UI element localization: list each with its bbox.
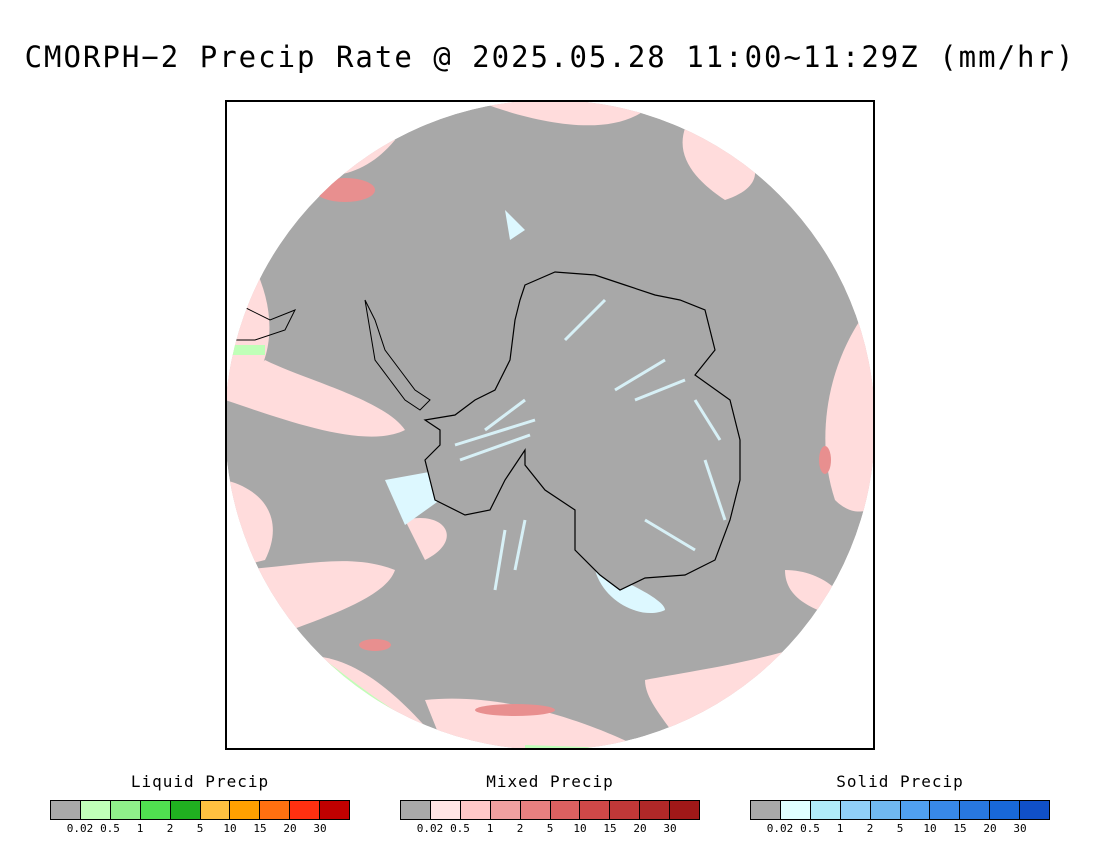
tick-label: 15 xyxy=(953,822,967,835)
tick-label: 0.5 xyxy=(450,822,470,835)
tick-label: 1 xyxy=(836,822,844,835)
color-swatch xyxy=(460,801,491,819)
color-swatch xyxy=(610,801,641,819)
color-swatch xyxy=(640,801,671,819)
tick-label: 0.02 xyxy=(766,822,794,835)
tick-label: 30 xyxy=(1013,822,1027,835)
tick-label: 10 xyxy=(923,822,937,835)
color-swatch xyxy=(751,801,781,819)
mixed-precip-heavier xyxy=(315,178,831,716)
color-bar xyxy=(50,800,350,820)
antarctica-snow-streaks xyxy=(454,298,727,591)
legend-solid: Solid Precip 0.02 0.5 1 2 5 10 15 20 30 xyxy=(750,772,1050,836)
tick-label: 5 xyxy=(546,822,554,835)
color-swatch xyxy=(670,801,700,819)
tick-label: 2 xyxy=(866,822,874,835)
color-swatch xyxy=(550,801,581,819)
tick-label: 10 xyxy=(573,822,587,835)
color-swatch xyxy=(401,801,431,819)
precip-field xyxy=(227,102,873,748)
tick-label: 2 xyxy=(166,822,174,835)
color-bar xyxy=(400,800,700,820)
legend-title: Liquid Precip xyxy=(130,772,270,791)
color-swatch xyxy=(110,801,141,819)
antarctica-continent xyxy=(423,271,741,591)
color-swatch xyxy=(520,801,551,819)
tick-label: 15 xyxy=(253,822,267,835)
color-swatch xyxy=(780,801,811,819)
polar-map xyxy=(227,102,873,748)
tick-label: 0.02 xyxy=(66,822,94,835)
tick-label: 2 xyxy=(516,822,524,835)
tick-label: 5 xyxy=(196,822,204,835)
color-swatch xyxy=(1020,801,1050,819)
tick-label: 5 xyxy=(896,822,904,835)
map-title: CMORPH−2 Precip Rate @ 2025.05.28 11:00~… xyxy=(24,40,1076,74)
color-swatch xyxy=(990,801,1021,819)
color-swatch xyxy=(200,801,231,819)
tick-label: 20 xyxy=(633,822,647,835)
tick-label: 30 xyxy=(663,822,677,835)
color-swatch xyxy=(960,801,991,819)
color-swatch xyxy=(930,801,961,819)
tick-label: 10 xyxy=(223,822,237,835)
legend-mixed: Mixed Precip 0.02 0.5 1 2 5 10 15 20 30 xyxy=(400,772,700,836)
tick-label: 20 xyxy=(983,822,997,835)
color-bar xyxy=(750,800,1050,820)
antarctic-peninsula-coastline xyxy=(364,299,431,411)
color-swatch xyxy=(140,801,171,819)
tick-label: 1 xyxy=(136,822,144,835)
color-swatch xyxy=(230,801,261,819)
color-swatch xyxy=(260,801,291,819)
tick-label: 0.5 xyxy=(800,822,820,835)
tick-labels: 0.02 0.5 1 2 5 10 15 20 30 xyxy=(400,822,700,836)
color-swatch xyxy=(840,801,871,819)
tick-label: 0.5 xyxy=(100,822,120,835)
tick-labels: 0.02 0.5 1 2 5 10 15 20 30 xyxy=(750,822,1050,836)
color-swatch xyxy=(430,801,461,819)
tick-label: 0.02 xyxy=(416,822,444,835)
color-swatch xyxy=(80,801,111,819)
color-swatch xyxy=(170,801,201,819)
legend-title: Mixed Precip xyxy=(486,772,614,791)
color-swatch xyxy=(900,801,931,819)
color-swatch xyxy=(290,801,321,819)
tick-labels: 0.02 0.5 1 2 5 10 15 20 30 xyxy=(50,822,350,836)
tick-label: 30 xyxy=(313,822,327,835)
color-swatch xyxy=(51,801,81,819)
legend-title: Solid Precip xyxy=(836,772,964,791)
map-panel xyxy=(225,100,875,750)
color-swatch xyxy=(490,801,521,819)
tick-label: 1 xyxy=(486,822,494,835)
color-swatch xyxy=(320,801,350,819)
color-swatch xyxy=(810,801,841,819)
legend-liquid: Liquid Precip 0.02 0.5 1 2 5 10 15 20 30 xyxy=(50,772,350,836)
tick-label: 15 xyxy=(603,822,617,835)
color-swatch xyxy=(870,801,901,819)
color-swatch xyxy=(580,801,611,819)
tick-label: 20 xyxy=(283,822,297,835)
